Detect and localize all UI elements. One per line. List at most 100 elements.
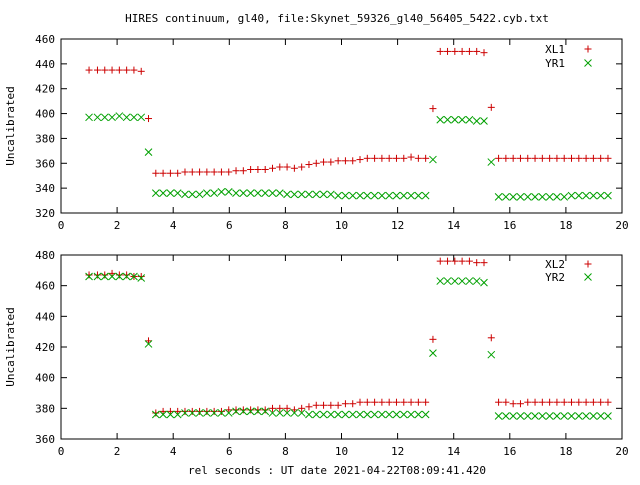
data-point-yr2 — [246, 407, 255, 416]
legend-marker-yr2 — [584, 273, 592, 281]
data-point-yr2 — [159, 410, 167, 419]
data-point-yr2 — [545, 412, 554, 420]
data-point-xl2 — [152, 409, 160, 417]
x-tick-label: 2 — [114, 219, 121, 232]
data-point-xl2 — [232, 406, 240, 414]
data-point-xl1 — [283, 163, 291, 171]
data-point-xl1 — [210, 168, 218, 176]
data-point-xl2 — [349, 400, 357, 408]
x-tick-label: 12 — [391, 219, 404, 232]
data-point-xl2 — [371, 398, 379, 406]
data-point-xl2 — [451, 257, 459, 265]
data-point-xl1 — [254, 166, 262, 173]
data-point-xl1 — [582, 154, 590, 162]
x-tick-label: 16 — [503, 219, 516, 232]
data-point-yr2 — [100, 272, 109, 281]
data-point-xl1 — [356, 156, 364, 164]
x-tick-label: 10 — [335, 445, 348, 458]
data-point-yr1 — [458, 115, 466, 124]
data-point-yr2 — [297, 409, 306, 417]
data-point-yr1 — [436, 115, 445, 124]
data-point-yr1 — [334, 191, 342, 200]
data-point-xl1 — [429, 105, 437, 113]
data-point-yr1 — [414, 191, 423, 200]
data-point-xl2 — [217, 407, 225, 415]
data-point-yr1 — [385, 191, 394, 200]
data-point-xl2 — [137, 272, 145, 280]
data-point-xl2 — [85, 271, 93, 279]
data-point-xl1 — [589, 154, 597, 162]
data-point-xl1 — [312, 159, 320, 167]
data-point-yr2 — [465, 277, 474, 285]
data-point-yr2 — [582, 412, 590, 420]
data-point-xl1 — [115, 66, 123, 74]
data-point-yr1 — [224, 188, 233, 196]
legend-marker-xl2 — [584, 260, 592, 268]
data-point-xl2 — [363, 398, 371, 406]
data-point-xl2 — [283, 404, 291, 412]
x-tick-label: 18 — [559, 219, 572, 232]
data-point-xl2 — [239, 406, 247, 414]
data-point-yr2 — [173, 410, 182, 419]
data-point-xl1 — [465, 47, 473, 55]
chart-title: HIRES continuum, gl40, file:Skynet_59326… — [125, 12, 549, 25]
data-point-yr1 — [509, 192, 518, 201]
data-point-xl2 — [531, 398, 539, 406]
data-point-xl1 — [487, 103, 495, 111]
data-point-xl2 — [290, 406, 298, 414]
data-point-yr1 — [137, 113, 146, 122]
data-point-xl1 — [225, 168, 233, 176]
data-point-yr2 — [275, 409, 284, 417]
y-tick-label: 460 — [35, 33, 55, 46]
data-point-xl2 — [553, 398, 561, 406]
x-tick-label: 12 — [391, 445, 404, 458]
legend-label-yr1: YR1 — [545, 57, 565, 70]
data-point-xl1 — [320, 158, 328, 166]
data-point-yr2 — [151, 410, 160, 419]
data-point-yr2 — [370, 410, 379, 419]
data-point-yr2 — [480, 278, 488, 287]
data-point-xl1 — [217, 168, 225, 176]
data-point-xl2 — [597, 398, 605, 406]
data-point-xl1 — [560, 154, 568, 162]
data-point-xl2 — [604, 398, 612, 406]
y-tick-label: 440 — [35, 310, 55, 323]
data-point-yr2 — [188, 409, 197, 417]
y-axis-label: Uncalibrated — [4, 86, 17, 165]
y-tick-label: 400 — [35, 108, 55, 121]
data-point-xl1 — [436, 47, 444, 55]
data-point-xl2 — [247, 406, 255, 414]
data-point-xl1 — [85, 66, 93, 74]
data-point-xl2 — [174, 407, 182, 415]
data-point-yr1 — [261, 189, 270, 197]
legend-marker-xl1 — [584, 45, 592, 53]
data-point-yr1 — [268, 189, 277, 197]
data-point-xl2 — [400, 398, 408, 406]
data-point-xl2 — [524, 398, 532, 406]
data-point-xl1 — [123, 66, 131, 74]
data-point-yr2 — [137, 274, 146, 282]
legend-label-yr2: YR2 — [545, 271, 565, 284]
data-point-yr2 — [553, 412, 561, 420]
data-point-yr1 — [232, 189, 240, 197]
data-point-xl1 — [509, 154, 517, 162]
data-point-xl2 — [276, 404, 284, 412]
data-point-yr1 — [567, 191, 576, 200]
y-axis-label: Uncalibrated — [4, 307, 17, 386]
data-point-xl1 — [414, 154, 422, 162]
data-point-yr2 — [283, 409, 291, 417]
data-point-yr1 — [108, 113, 116, 122]
data-point-yr2 — [414, 410, 423, 419]
data-point-xl2 — [414, 398, 422, 406]
data-point-xl1 — [181, 168, 189, 176]
data-point-xl2 — [356, 398, 364, 406]
data-point-xl1 — [553, 154, 561, 162]
data-point-yr1 — [465, 115, 474, 124]
data-point-yr2 — [130, 272, 138, 281]
data-point-yr2 — [450, 277, 459, 285]
data-point-xl2 — [487, 334, 495, 342]
data-point-xl1 — [444, 47, 452, 55]
x-tick-label: 8 — [282, 219, 289, 232]
y-tick-label: 380 — [35, 132, 55, 145]
